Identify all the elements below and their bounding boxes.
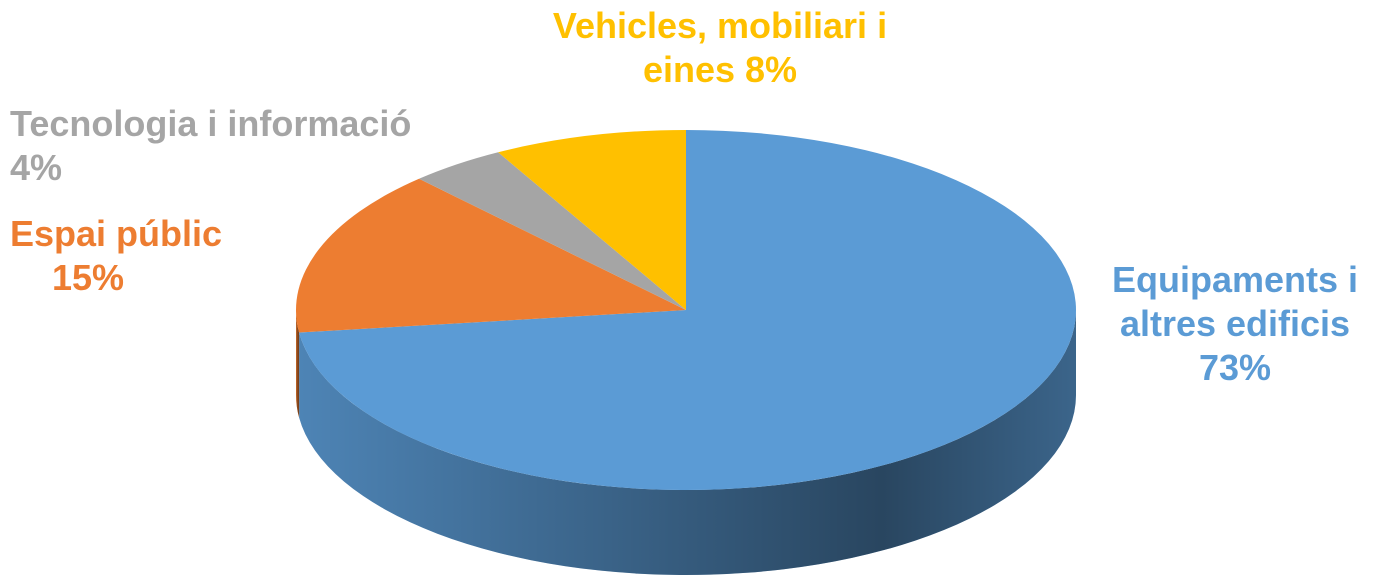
slice — [296, 178, 686, 333]
slice — [419, 152, 686, 310]
slice — [299, 130, 1076, 491]
category-label: Tecnologia i informació — [10, 103, 412, 144]
slice-label: Tecnologia i informació 4% — [10, 102, 490, 190]
slice-side-shade — [296, 310, 300, 418]
value-label: 4% — [10, 147, 63, 188]
category-label: Equipaments i altres edificis — [1111, 259, 1359, 344]
slice — [498, 130, 686, 310]
category-label: Vehicles, mobiliari i eines — [552, 5, 888, 90]
slice-label: Espai públic 15% — [10, 212, 310, 300]
value-label: 73% — [1198, 347, 1272, 388]
category-label: Espai públic — [10, 213, 223, 254]
slice-label: Vehicles, mobiliari i eines 8% — [520, 4, 920, 92]
slice-side-shade — [299, 310, 1076, 576]
value-label: 15% — [52, 257, 125, 298]
value-label: 8% — [745, 49, 798, 90]
slice-label: Equipaments i altres edificis 73% — [1090, 258, 1380, 390]
